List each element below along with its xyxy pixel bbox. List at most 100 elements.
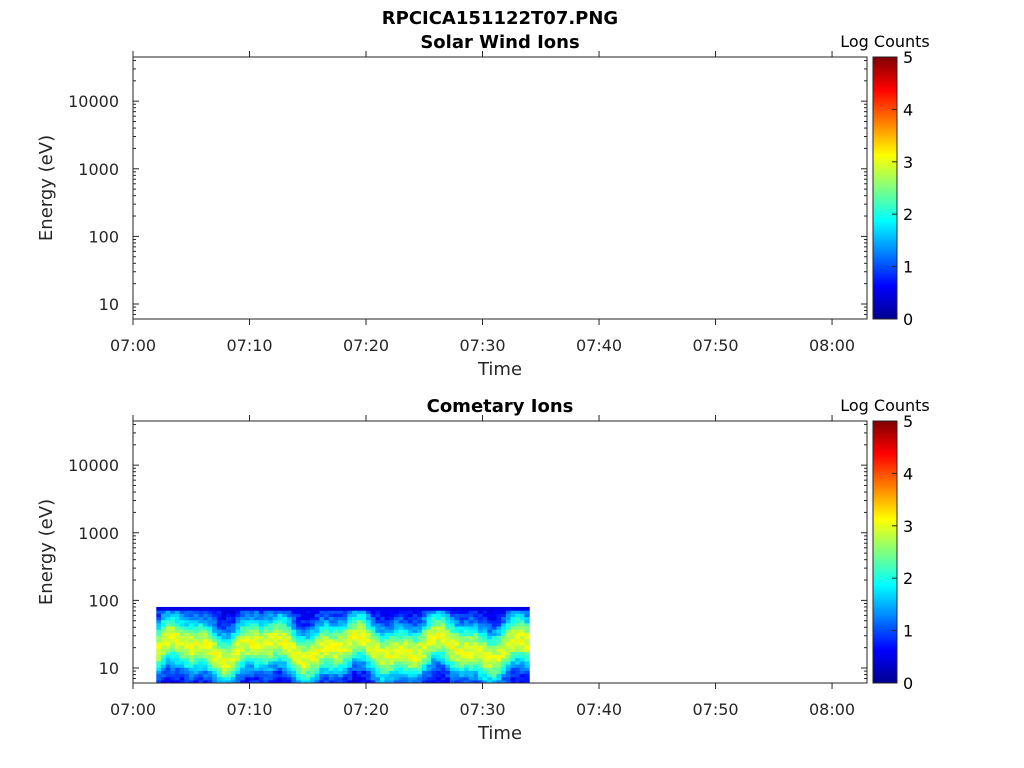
spectrogram-cell [254,629,260,633]
spectrogram-cell [421,648,428,652]
spectrogram-cell [263,667,269,671]
spectrogram-cell [412,648,418,652]
spectrogram-cell [160,663,167,668]
spectrogram-cell [412,660,418,665]
spectrogram-cell [333,610,339,614]
spectrogram-cell [440,638,446,643]
spectrogram-cell [445,632,451,637]
spectrogram-cell [305,610,311,614]
spectrogram-cell [254,660,260,665]
spectrogram-cell [212,635,218,640]
spectrogram-cell [496,657,502,662]
spectrogram-cell [244,638,251,643]
spectrogram-cell [407,657,414,662]
spectrogram-cell [277,663,283,668]
spectrogram-cell [412,638,418,643]
spectrogram-cell [505,638,512,643]
spectrogram-cell [519,667,526,671]
spectrogram-cell [184,660,190,665]
spectrogram-cell [230,632,237,637]
spectrogram-cell [375,606,381,611]
spectrogram-cell [491,625,498,630]
spectrogram-cell [291,625,297,630]
spectrogram-cell [515,667,521,671]
spectrogram-cell [379,638,386,643]
spectrogram-cell [515,613,521,618]
x-tick-label: 07:30 [459,700,505,719]
spectrogram-cell [333,667,339,671]
spectrogram-cell [305,638,311,643]
spectrogram-cell [263,606,269,611]
spectrogram-cell [440,629,446,633]
spectrogram-cell [412,670,418,675]
spectrogram-cell [454,657,460,662]
spectrogram-cell [417,660,423,665]
spectrogram-cell [179,648,185,652]
spectrogram-cell [160,676,167,681]
spectrogram-cell [268,613,274,618]
spectrogram-cell [174,632,181,637]
spectrogram-cell [352,629,358,633]
spectrogram-cell [407,676,414,681]
spectrogram-cell [496,654,502,659]
spectrogram-cell [421,654,428,659]
spectrogram-cell [226,622,232,627]
spectrogram-cell [384,676,390,681]
spectrogram-cell [254,663,260,668]
spectrogram-cell [449,606,456,611]
spectrogram-cell [324,676,330,681]
spectrogram-cell [296,629,302,633]
spectrogram-cell [356,610,362,614]
spectrogram-cell [375,619,381,624]
spectrogram-cell [426,657,432,662]
spectrogram-cell [342,654,348,659]
spectrogram-cell [156,619,162,624]
spectrogram-cell [319,654,325,659]
spectrogram-cell [468,679,474,683]
spectrogram-cell [431,644,437,649]
colorbar-tick-label: 3 [903,153,913,172]
spectrogram-cell [174,667,181,671]
spectrogram-cell [286,667,293,671]
spectrogram-cell [296,622,302,627]
spectrogram-cell [426,606,432,611]
spectrogram-cell [198,657,204,662]
spectrogram-cell [454,610,460,614]
spectrogram-cell [421,676,428,681]
spectrogram-cell [477,638,484,643]
spectrogram-cell [286,635,293,640]
spectrogram-cell [347,629,353,633]
spectrogram-cell [324,635,330,640]
spectrogram-cell [477,648,484,652]
spectrogram-cell [207,657,213,662]
spectrogram-cell [291,660,297,665]
spectrogram-cell [268,651,274,656]
spectrogram-cell [193,641,199,646]
spectrogram-cell [193,673,199,678]
spectrogram-cell [393,625,400,630]
spectrogram-cell [188,673,195,678]
spectrogram-cell [216,616,223,621]
y-tick-label: 10 [99,659,119,678]
spectrogram-cell [398,610,404,614]
spectrogram-cell [412,663,418,668]
spectrogram-cell [244,673,251,678]
spectrogram-cell [454,606,460,611]
spectrogram-cell [477,622,484,627]
spectrogram-cell [324,673,330,678]
spectrogram-cell [477,625,484,630]
spectrogram-cell [347,635,353,640]
spectrogram-cell [328,606,334,611]
spectrogram-cell [305,657,311,662]
spectrogram-cell [379,622,386,627]
spectrogram-cell [254,670,260,675]
spectrogram-cell [435,651,442,656]
spectrogram-cell [156,676,162,681]
spectrogram-cell [226,660,232,665]
spectrogram-cell [459,641,465,646]
spectrogram-cell [314,660,321,665]
spectrogram-cell [300,641,307,646]
spectrogram-cell [314,654,321,659]
spectrogram-cell [491,667,498,671]
spectrogram-cell [426,625,432,630]
